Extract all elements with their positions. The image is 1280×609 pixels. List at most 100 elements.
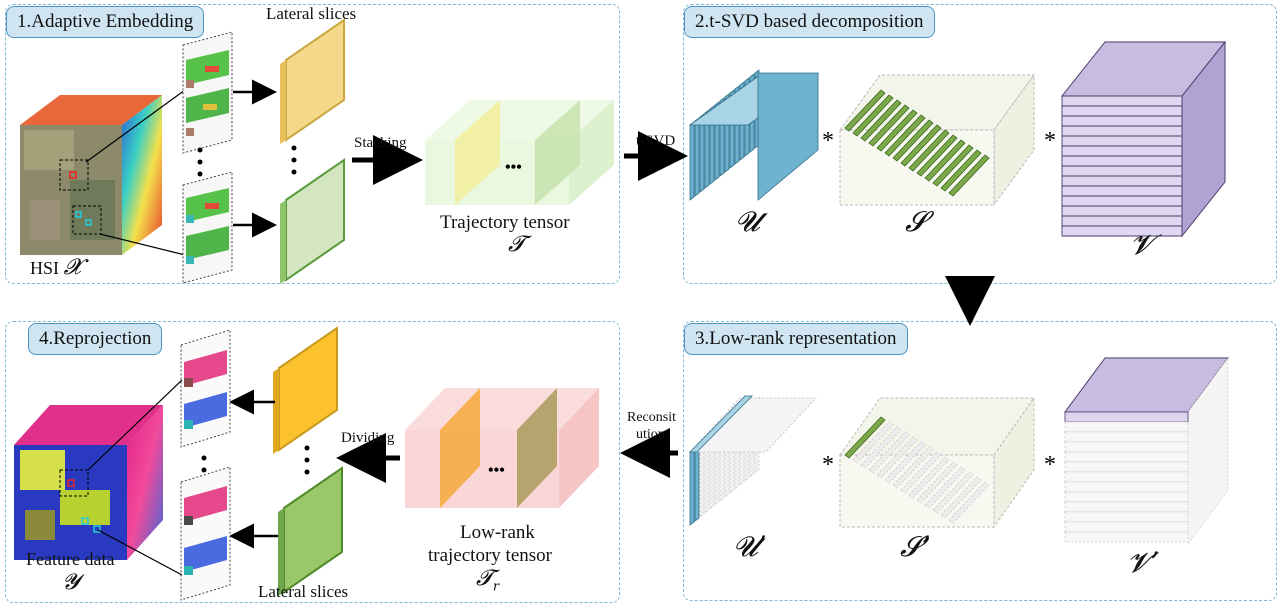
- hsi-cube: [20, 89, 186, 256]
- tensor-layer: [844, 416, 886, 459]
- reproj-patch-slices-bottom: [180, 466, 231, 601]
- tensor-layer: [689, 448, 695, 526]
- tensor-layer: [1064, 421, 1189, 433]
- tensor-layer: [699, 113, 705, 193]
- panel-title-1: 1.Adaptive Embedding: [6, 6, 205, 38]
- label-stacking: Stacking: [354, 135, 407, 151]
- star-2: *: [1044, 128, 1056, 154]
- tensor-layer: [704, 436, 710, 514]
- tensor-layer: [1061, 195, 1183, 207]
- tensor-layer: [892, 119, 934, 162]
- symbol-Y: 𝓨: [62, 570, 80, 595]
- tensor-layer: [1061, 115, 1183, 127]
- tensor-layer: [1061, 185, 1183, 197]
- tensor-layer: [900, 124, 942, 167]
- tensor-layer: [860, 426, 902, 469]
- tensor-layer: [1061, 155, 1183, 167]
- panel-reprojection: [5, 321, 620, 603]
- tensor-layer: [940, 149, 982, 192]
- tensor-layer: [1064, 411, 1189, 423]
- s-tensor: [839, 73, 1035, 207]
- tensor-layer: [1061, 125, 1183, 137]
- tensor-layer: [908, 129, 950, 172]
- tensor-layer: [900, 451, 942, 494]
- tensor-layer: [892, 446, 934, 489]
- label-reconstitution-1: Reconsit: [627, 410, 676, 425]
- tensor-layer: [948, 154, 990, 197]
- tensor-layer: [924, 466, 966, 509]
- lateral-slice-orange: [273, 326, 338, 454]
- tensor-layer: [860, 99, 902, 142]
- vertical-dots-2: [201, 445, 310, 485]
- tensor-layer: [1064, 461, 1189, 473]
- u-tensor: [688, 69, 820, 201]
- label-lateral-slices-bottom: Lateral slices: [258, 582, 349, 601]
- tensor-layer: [1064, 431, 1189, 443]
- lateral-slice-green: [280, 158, 345, 284]
- s-prime-tensor: [839, 396, 1035, 529]
- tensor-layer: [1061, 105, 1183, 117]
- symbol-U-prime: 𝓤’: [733, 530, 767, 563]
- tensor-layer: [932, 144, 974, 187]
- panel-title-3: 3.Low-rank representation: [684, 323, 908, 355]
- lateral-slice-darkgreen: [278, 466, 343, 596]
- symbol-T-r-sub: r: [492, 579, 500, 595]
- tensor-layer: [1061, 135, 1183, 147]
- symbol-T-r: 𝓣r: [476, 566, 499, 594]
- panel-title-2: 2.t-SVD based decomposition: [684, 6, 935, 38]
- tensor-layer: [908, 456, 950, 499]
- tensor-layer: [852, 421, 894, 464]
- tensor-layer: [1061, 95, 1183, 107]
- tensor-layer: [868, 431, 910, 474]
- tensor-layer: [1064, 471, 1189, 483]
- panel-adaptive-embedding: [5, 4, 620, 284]
- panel-title-4: 4.Reprojection: [28, 323, 163, 355]
- tensor-layer: [1064, 451, 1189, 463]
- tensor-layer: [844, 89, 886, 132]
- tensor-layer: [689, 395, 753, 453]
- vertical-dots-1: [197, 145, 297, 177]
- tensor-layer: [1187, 356, 1229, 546]
- tensor-layer: [916, 461, 958, 504]
- tensor-layer: [1061, 215, 1183, 227]
- label-reconstitution-2: ution: [636, 427, 665, 442]
- symbol-T: 𝓣: [508, 232, 525, 257]
- tensor-layer: [884, 114, 926, 157]
- feature-data-cube: [14, 379, 183, 576]
- symbol-U: 𝓤: [735, 205, 760, 238]
- u-prime-tensor: [689, 395, 817, 526]
- tensor-layer: [868, 104, 910, 147]
- reproj-patch-slices-top: [180, 329, 231, 448]
- label-hsi-text: HSI: [30, 258, 60, 278]
- tensor-layer: [1064, 501, 1189, 513]
- symbol-T-r-main: 𝓣: [476, 566, 493, 591]
- patch-slices-top: [182, 31, 233, 154]
- symbol-V-prime: 𝓥’: [1127, 546, 1160, 579]
- tensor-layer: [1064, 491, 1189, 503]
- ellipsis-lowrank: •••: [488, 462, 505, 479]
- label-lowrank-1: Low-rank: [460, 522, 535, 543]
- tensor-layer: [689, 121, 695, 201]
- label-feature-data: Feature data: [26, 549, 115, 569]
- tensor-layer: [1061, 225, 1183, 237]
- tensor-layer: [916, 134, 958, 177]
- ellipsis-trajectory: •••: [505, 159, 522, 176]
- tensor-layer: [1064, 441, 1189, 453]
- star-1: *: [822, 128, 834, 154]
- tensor-layer: [1061, 165, 1183, 177]
- trajectory-tensor: [425, 100, 614, 205]
- symbol-X: 𝓧: [63, 255, 82, 280]
- low-rank-trajectory-tensor: [405, 388, 599, 508]
- tensor-layer: [876, 436, 918, 479]
- label-dividing: Dividing: [341, 430, 395, 446]
- patch-slices-bottom: [182, 171, 233, 284]
- tensor-layer: [1061, 175, 1183, 187]
- symbol-S: 𝓢: [905, 205, 927, 238]
- star-4: *: [1044, 452, 1056, 478]
- tensor-layer: [852, 94, 894, 137]
- label-lateral-slices-top: Lateral slices: [266, 4, 357, 23]
- tensor-layer: [876, 109, 918, 152]
- tensor-layer: [932, 471, 974, 514]
- v-tensor: [1060, 40, 1227, 238]
- tensor-layer: [1061, 145, 1183, 157]
